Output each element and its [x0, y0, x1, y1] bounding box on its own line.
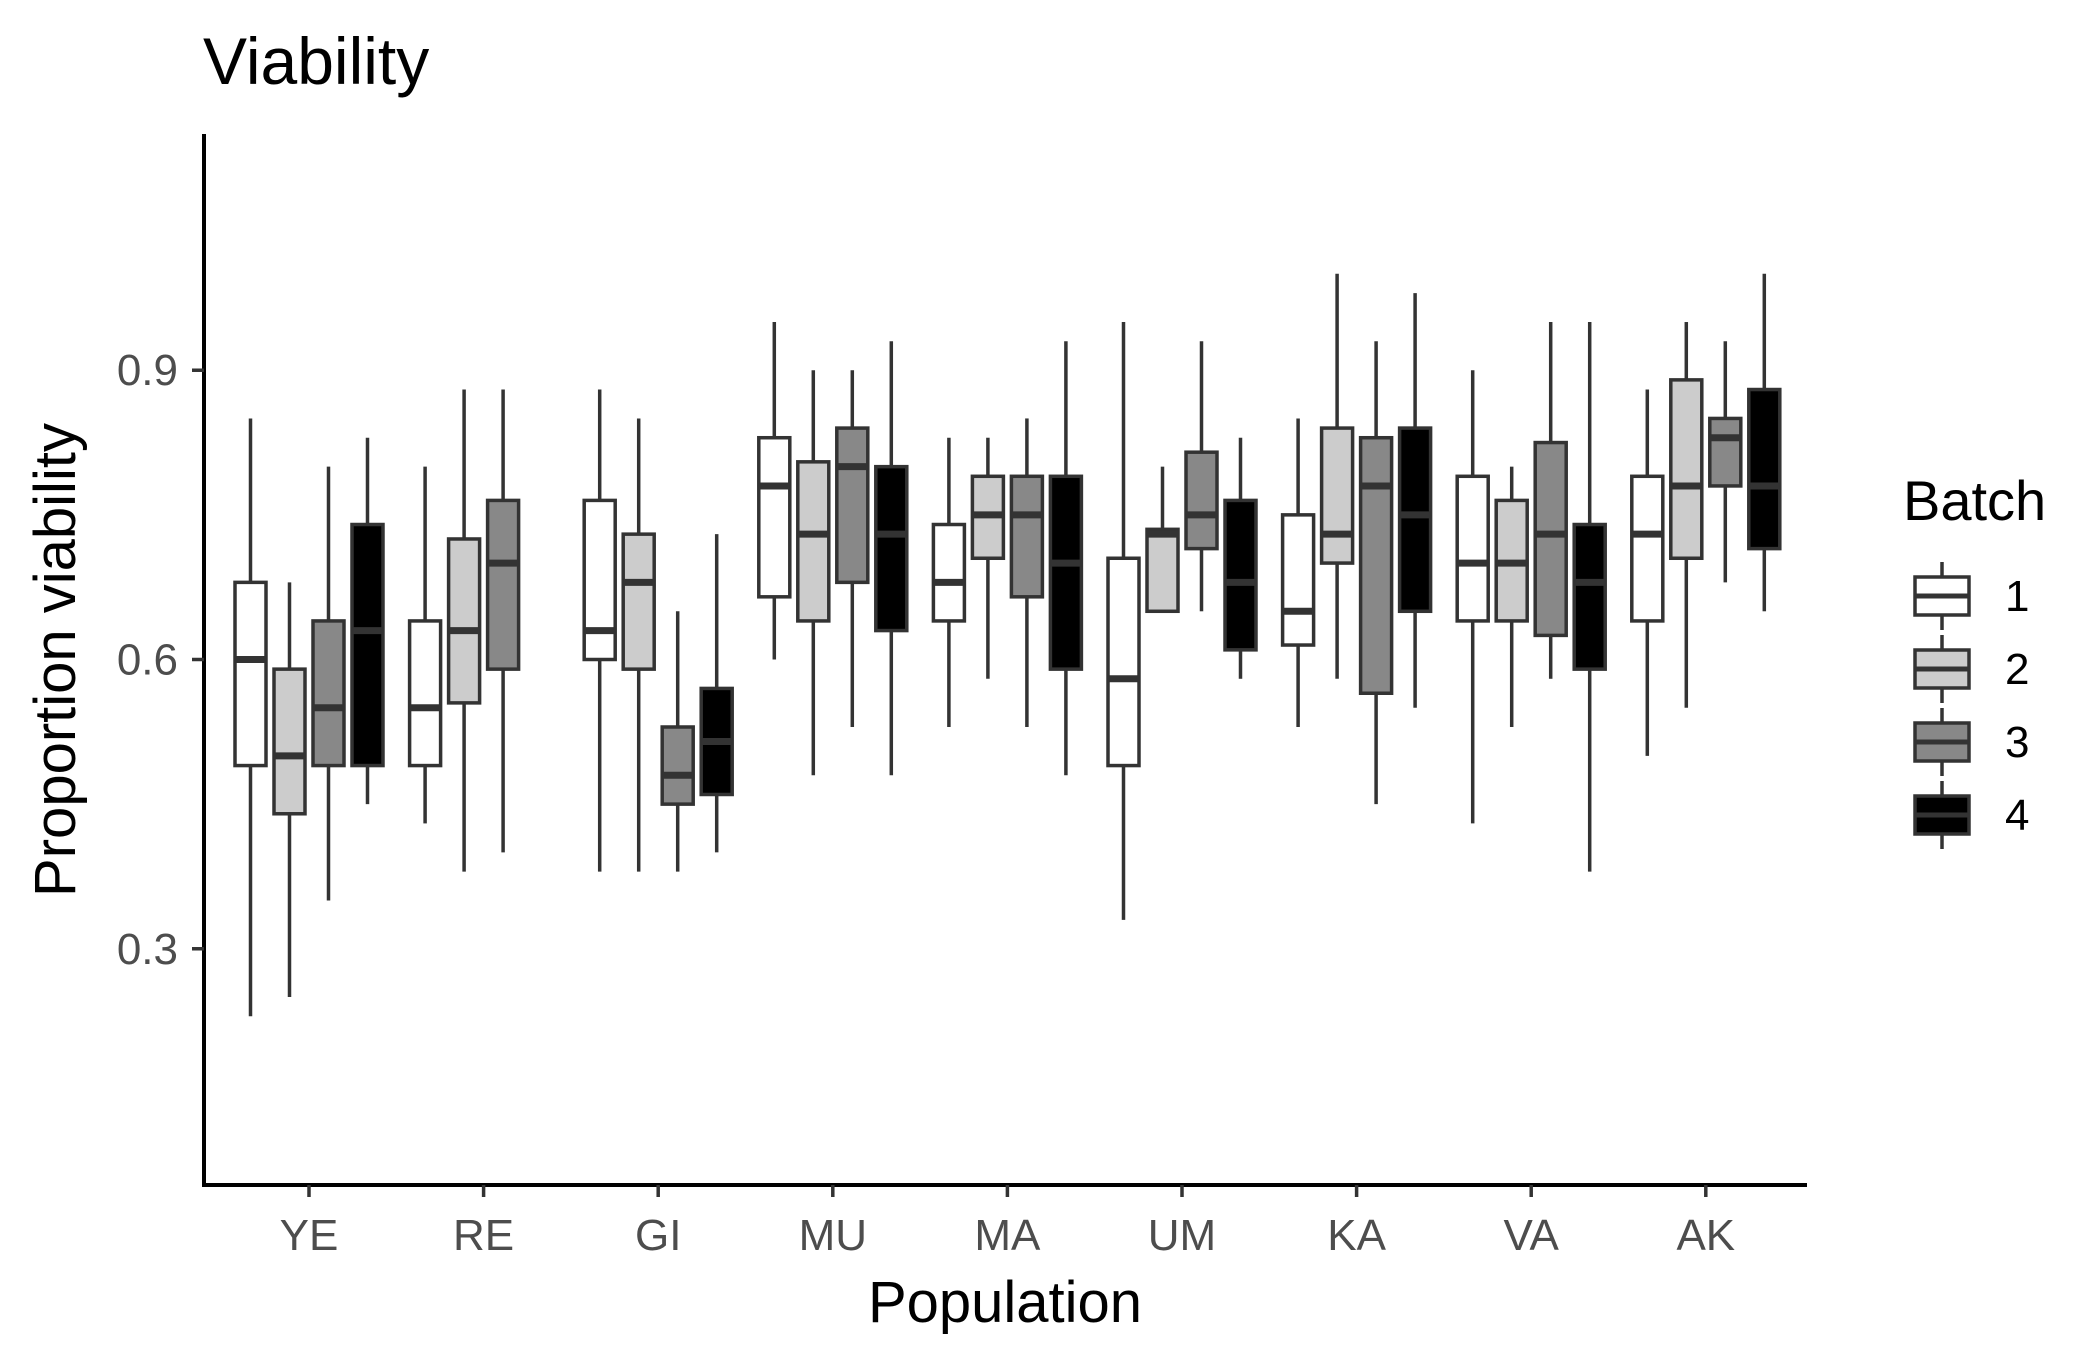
box-gi-batch-3	[660, 611, 695, 872]
box-iqr	[1630, 474, 1665, 623]
box-um-batch-3	[1184, 341, 1219, 612]
box-ka-batch-1	[1280, 418, 1316, 727]
box-iqr	[1184, 450, 1219, 551]
box-iqr	[660, 725, 695, 806]
y-tick-label: 0.9	[117, 346, 178, 395]
box-iqr	[582, 498, 617, 662]
box-iqr	[485, 498, 521, 671]
box-mu-batch-1	[757, 322, 792, 660]
x-tick-label: MU	[799, 1211, 867, 1260]
x-tick-label: AK	[1676, 1211, 1735, 1260]
box-ma-batch-3	[1009, 418, 1045, 727]
box-iqr	[233, 580, 268, 768]
box-iqr	[1009, 474, 1045, 599]
plot-area	[233, 273, 1782, 1017]
box-gi-batch-4	[699, 534, 734, 853]
box-iqr	[1708, 416, 1743, 488]
box-iqr	[1358, 435, 1394, 695]
box-va-batch-1	[1455, 370, 1490, 824]
box-iqr	[311, 619, 346, 768]
box-iqr	[446, 537, 482, 705]
box-gi-batch-2	[621, 418, 656, 872]
box-iqr	[407, 619, 443, 768]
box-ak-batch-2	[1669, 322, 1704, 708]
box-ma-batch-4	[1048, 341, 1084, 776]
box-ye-batch-4	[350, 437, 385, 805]
x-tick-label: KA	[1327, 1211, 1386, 1260]
box-iqr	[1397, 426, 1433, 614]
box-iqr	[272, 667, 307, 816]
y-axis-title: Proportion viability	[23, 423, 88, 897]
box-re-batch-3	[485, 389, 521, 853]
box-ka-batch-4	[1397, 293, 1433, 708]
box-iqr	[1455, 474, 1490, 623]
box-iqr	[874, 464, 909, 633]
box-iqr	[1319, 426, 1355, 565]
x-tick-label: GI	[635, 1211, 681, 1260]
box-mu-batch-2	[796, 370, 831, 776]
box-um-batch-1	[1106, 322, 1141, 920]
box-iqr	[1669, 378, 1704, 561]
box-gi-batch-1	[582, 389, 617, 872]
box-ye-batch-1	[233, 418, 268, 1017]
box-iqr	[1223, 498, 1258, 652]
box-iqr	[1145, 527, 1180, 614]
box-iqr	[1106, 556, 1141, 768]
x-tick-label: RE	[453, 1211, 514, 1260]
box-ma-batch-1	[931, 437, 967, 727]
legend-label: 4	[2005, 791, 2029, 840]
box-ma-batch-2	[970, 437, 1006, 679]
box-ka-batch-3	[1358, 341, 1394, 805]
box-ak-batch-3	[1708, 341, 1743, 583]
x-axis-title: Population	[868, 1270, 1142, 1335]
box-iqr	[1533, 440, 1568, 638]
x-tick-label: UM	[1148, 1211, 1216, 1260]
box-iqr	[835, 426, 870, 585]
box-ak-batch-1	[1630, 389, 1665, 756]
x-axis-ticks: YE RE GI MU MA UM KA VA AK	[280, 1185, 1735, 1260]
box-iqr	[621, 532, 656, 671]
legend-item-batch-1: 1	[1913, 562, 2029, 630]
x-tick-label: MA	[974, 1211, 1041, 1260]
x-tick-label: VA	[1503, 1211, 1559, 1260]
legend-item-batch-2: 2	[1913, 635, 2029, 703]
box-ak-batch-4	[1747, 273, 1782, 612]
box-iqr	[350, 522, 385, 768]
chart-title: Viability	[203, 24, 429, 98]
box-iqr	[757, 435, 792, 599]
box-va-batch-3	[1533, 322, 1568, 679]
box-ka-batch-2	[1319, 273, 1355, 679]
legend: Batch 1 2 3 4	[1903, 469, 2046, 849]
box-iqr	[1280, 513, 1316, 647]
box-um-batch-4	[1223, 437, 1258, 679]
box-va-batch-2	[1494, 466, 1529, 727]
box-iqr	[1572, 522, 1607, 671]
legend-label: 2	[2005, 645, 2029, 694]
box-iqr	[1048, 474, 1084, 671]
legend-item-batch-3: 3	[1913, 708, 2029, 776]
legend-item-batch-4: 4	[1913, 781, 2029, 849]
y-axis-ticks: 0.3 0.6 0.9	[117, 346, 204, 974]
legend-label: 1	[2005, 572, 2029, 621]
y-tick-label: 0.3	[117, 925, 178, 974]
box-va-batch-4	[1572, 322, 1607, 872]
x-tick-label: YE	[280, 1211, 339, 1260]
box-re-batch-2	[446, 389, 482, 872]
box-iqr	[931, 522, 967, 623]
box-mu-batch-4	[874, 341, 909, 776]
box-mu-batch-3	[835, 370, 870, 727]
legend-title: Batch	[1903, 469, 2046, 532]
box-ye-batch-2	[272, 582, 307, 997]
box-ye-batch-3	[311, 466, 346, 901]
box-iqr	[796, 460, 831, 623]
y-tick-label: 0.6	[117, 636, 178, 685]
box-iqr	[1747, 387, 1782, 551]
legend-label: 3	[2005, 718, 2029, 767]
box-re-batch-1	[407, 466, 443, 824]
box-um-batch-2	[1145, 466, 1180, 614]
